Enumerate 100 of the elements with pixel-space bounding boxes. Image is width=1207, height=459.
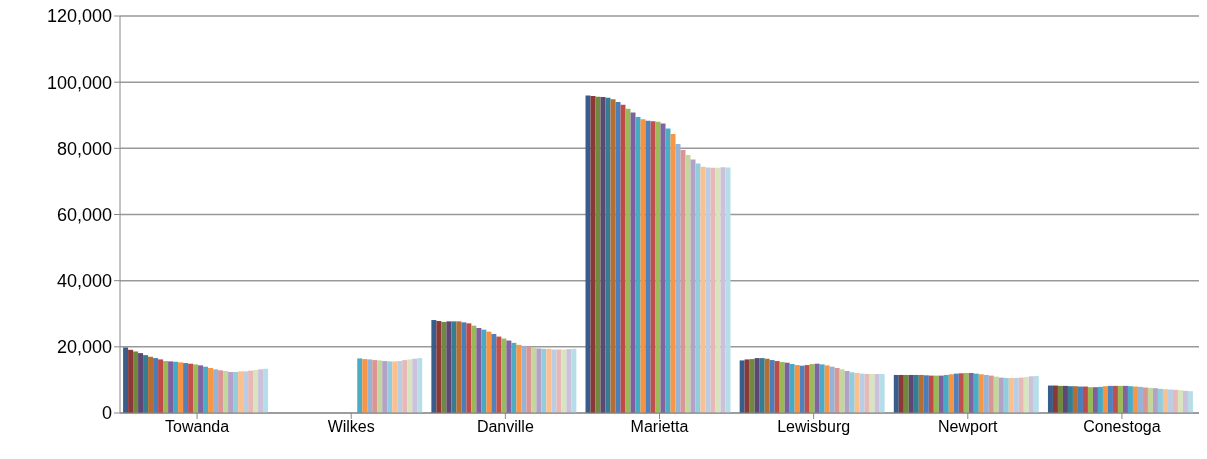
bar <box>198 365 204 413</box>
bar <box>695 163 701 413</box>
bar <box>516 344 522 413</box>
bar <box>839 369 845 413</box>
bar <box>600 97 606 413</box>
bar <box>1057 385 1063 413</box>
x-tick-label: Wilkes <box>327 418 375 436</box>
bar <box>819 364 825 413</box>
bar <box>233 371 239 413</box>
bar <box>615 102 621 413</box>
bar <box>526 346 532 413</box>
bar <box>779 362 785 413</box>
bar <box>1187 391 1193 413</box>
x-tick-label: Lewisburg <box>777 418 851 436</box>
bar <box>193 364 199 413</box>
bar <box>1162 389 1168 413</box>
bar <box>1112 385 1118 413</box>
bar <box>983 374 989 413</box>
bar <box>849 372 855 413</box>
y-tick-label: 100,000 <box>46 72 112 93</box>
bar <box>953 373 959 413</box>
bar <box>431 320 437 413</box>
bar <box>501 338 507 413</box>
bar <box>879 373 885 413</box>
bar <box>228 371 234 413</box>
bar <box>1142 387 1148 413</box>
bar <box>710 167 716 413</box>
bar <box>143 355 149 413</box>
bar <box>203 366 209 413</box>
bar <box>357 358 363 413</box>
bar <box>148 356 154 413</box>
bar <box>218 370 224 413</box>
bar <box>1028 376 1034 413</box>
bar <box>774 361 780 413</box>
bar <box>1067 386 1073 413</box>
bar <box>700 166 706 413</box>
bar <box>675 144 681 413</box>
bar <box>441 322 447 413</box>
bar <box>903 374 909 413</box>
bar <box>183 363 189 413</box>
bar <box>893 374 899 413</box>
x-tick-label: Newport <box>938 418 999 436</box>
bar <box>988 375 994 413</box>
bar <box>869 373 875 413</box>
bar <box>690 159 696 413</box>
y-tick-label: 120,000 <box>46 6 112 27</box>
bar <box>864 373 870 413</box>
bar <box>928 375 934 413</box>
bar <box>188 363 194 413</box>
bar <box>551 349 557 413</box>
bar <box>898 374 904 413</box>
bar <box>705 167 711 413</box>
bar <box>1008 377 1014 413</box>
bar <box>605 97 611 413</box>
bar <box>163 361 169 413</box>
bar <box>377 360 383 413</box>
x-tick-label: Danville <box>476 418 534 436</box>
bar <box>630 112 636 413</box>
bar <box>799 365 805 413</box>
bar <box>809 364 815 413</box>
bar <box>1077 386 1083 413</box>
bar <box>1172 389 1178 413</box>
bar <box>372 360 378 413</box>
bar <box>571 348 577 413</box>
bar <box>561 349 567 413</box>
y-tick-label: 60,000 <box>56 204 112 225</box>
bar <box>635 116 641 413</box>
bar <box>466 323 472 413</box>
bar <box>556 349 562 413</box>
bar <box>958 373 964 413</box>
bar <box>397 361 403 413</box>
bar <box>933 375 939 413</box>
bar <box>138 353 144 413</box>
bar <box>804 365 810 413</box>
bar <box>754 358 760 413</box>
bar <box>253 369 259 413</box>
bar <box>859 373 865 413</box>
bar <box>1052 385 1058 413</box>
bar <box>223 370 229 413</box>
bar <box>451 321 457 413</box>
bar <box>829 366 835 413</box>
bar <box>968 372 974 413</box>
bar <box>993 376 999 413</box>
y-tick-label: 20,000 <box>56 337 112 358</box>
bar <box>407 359 413 413</box>
bar <box>402 360 408 413</box>
bar <box>784 362 790 413</box>
bar <box>814 363 820 413</box>
bar <box>248 370 254 413</box>
bar <box>1102 386 1108 413</box>
bar <box>824 365 830 413</box>
bar <box>854 372 860 413</box>
bar <box>263 368 269 413</box>
bar <box>412 358 418 413</box>
bar <box>943 374 949 413</box>
bar <box>963 372 969 413</box>
y-tick-label: 0 <box>101 403 112 424</box>
bar <box>665 128 671 413</box>
bar <box>506 340 512 413</box>
bar <box>585 95 591 413</box>
